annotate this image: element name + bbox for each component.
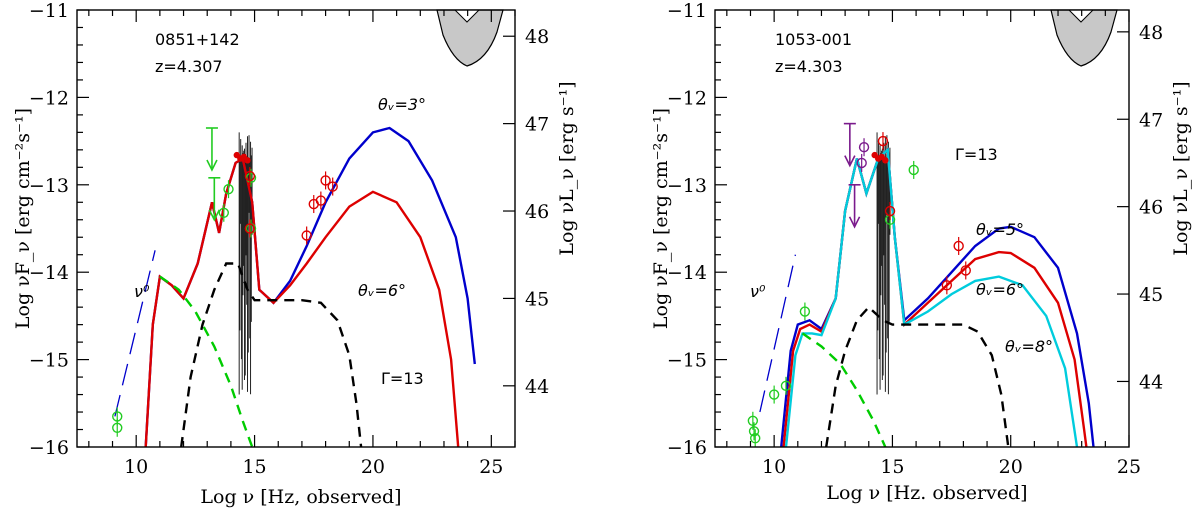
- y-tick-label: −11: [667, 0, 707, 22]
- y-tick-label: −15: [29, 350, 69, 372]
- y-tick-label: −16: [667, 437, 707, 459]
- x-tick-label: 20: [361, 456, 385, 478]
- y-axis-label: Log νF_ν [erg cm⁻²s⁻¹]: [650, 108, 672, 329]
- right-tick-label: 45: [525, 288, 549, 310]
- x-tick-label: 15: [880, 456, 904, 478]
- gamma-label: Γ=13: [381, 369, 424, 388]
- series-line-1: [780, 147, 1095, 447]
- series-line-2: [782, 147, 1088, 447]
- right-tick-label: 48: [1139, 22, 1163, 44]
- series-line-4: [180, 262, 363, 447]
- x-tick-label: 20: [999, 456, 1023, 478]
- series-line-6: [759, 254, 797, 413]
- green-upper-limit-arrow: [206, 159, 218, 172]
- plot-frame: [714, 9, 1130, 448]
- source-name: 0851+142: [155, 30, 240, 49]
- right-tick-label: 46: [525, 201, 549, 223]
- sensitivity-region: [436, 9, 504, 67]
- series-line-5: [825, 305, 1010, 447]
- right-tick-label: 44: [525, 376, 549, 398]
- sensitivity-notch: [454, 9, 480, 23]
- y-tick-label: −13: [29, 175, 69, 197]
- y-tick-label: −11: [29, 0, 69, 22]
- redshift-label: z=4.307: [155, 57, 223, 76]
- red-filled-point: [244, 157, 251, 164]
- curves: [747, 122, 1095, 447]
- x-tick-label: 15: [242, 456, 266, 478]
- nu0-label: ν⁰: [134, 282, 150, 301]
- x-tick-label: 10: [124, 456, 148, 478]
- red-filled-point: [233, 151, 241, 159]
- sensitivity-notch: [1068, 9, 1094, 23]
- right-tick-label: 44: [1139, 371, 1163, 393]
- nu0-label: ν⁰: [750, 282, 766, 301]
- right-tick-label: 45: [1139, 284, 1163, 306]
- series-line-3: [159, 275, 254, 447]
- series-label: θᵥ=3°: [378, 95, 426, 114]
- right-tick-label: 47: [525, 114, 549, 136]
- series-label: θᵥ=8°: [1005, 337, 1053, 356]
- series-line-3: [784, 147, 1079, 447]
- right-axis-label: Log νL_ν [erg s⁻¹]: [556, 81, 578, 255]
- x-tick-label: 25: [479, 456, 503, 478]
- y-tick-label: −13: [667, 175, 707, 197]
- y-tick-label: −12: [667, 87, 707, 109]
- series-line-5: [114, 250, 156, 417]
- x-tick-label: 10: [762, 456, 786, 478]
- y-tick-label: −12: [29, 87, 69, 109]
- y-tick-label: −16: [29, 437, 69, 459]
- purple-upper-limit-arrow: [848, 216, 861, 229]
- right-tick-label: 48: [525, 26, 549, 48]
- series-line-1: [144, 126, 476, 447]
- series-label: θᵥ=6°: [358, 281, 406, 300]
- x-tick-label: 25: [1117, 456, 1141, 478]
- red-filled-point: [871, 151, 878, 159]
- y-axis-label: Log νF_ν [erg cm⁻²s⁻¹]: [12, 108, 34, 329]
- sed-panel-1: 10 15 20 25 −16 −15 −14 −13 −12 −11 44 45 46 47 48 Log …: [12, 0, 578, 508]
- sensitivity-region: [1050, 9, 1118, 67]
- y-tick-label: −14: [667, 262, 707, 284]
- green-upper-limit-arrow: [208, 209, 221, 222]
- series-line-2: [144, 156, 460, 447]
- x-axis-label: Log ν [Hz, observed]: [200, 486, 401, 508]
- red-filled-point: [882, 157, 889, 164]
- sed-panel-2: 10 15 20 25 −16 −15 −14 −13 −12 −11 44 45 46 47 48 Log …: [650, 0, 1192, 504]
- source-name: 1053-001: [775, 30, 852, 49]
- series-label: θᵥ=6°: [976, 280, 1024, 299]
- redshift-label: z=4.303: [775, 57, 843, 76]
- right-axis-label: Log νL_ν [erg s⁻¹]: [1170, 81, 1192, 255]
- plot-frame: [76, 9, 516, 448]
- y-tick-label: −14: [29, 262, 69, 284]
- series-line-4: [801, 332, 887, 447]
- right-tick-label: 46: [1139, 197, 1163, 219]
- gamma-label: Γ=13: [955, 145, 998, 164]
- curves: [112, 126, 476, 447]
- right-tick-label: 47: [1139, 109, 1163, 131]
- y-tick-label: −15: [667, 350, 707, 372]
- purple-upper-limit-arrow: [844, 155, 856, 168]
- series-label: θᵥ=5°: [976, 220, 1024, 239]
- x-axis-label: Log ν [Hz. observed]: [826, 482, 1027, 504]
